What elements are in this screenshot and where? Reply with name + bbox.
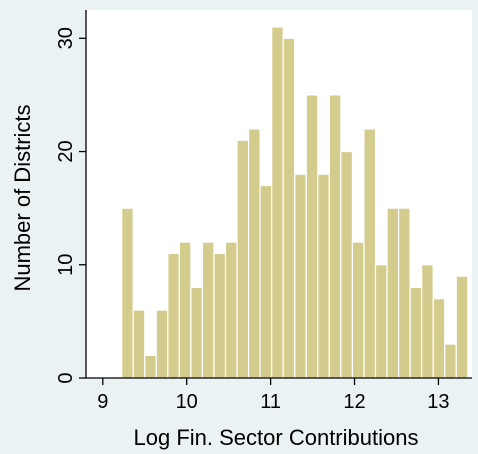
histogram-bar-18 <box>328 94 342 379</box>
x-tick-label-3: 12 <box>343 391 365 413</box>
histogram-bar-5 <box>178 241 192 379</box>
histogram-bar-22 <box>374 264 388 379</box>
histogram-bar-25 <box>409 286 423 379</box>
histogram-bar-4 <box>167 252 180 379</box>
histogram-bar-8 <box>213 252 227 379</box>
histogram-bar-10 <box>236 139 250 379</box>
histogram-bar-0 <box>121 207 134 379</box>
histogram-bar-15 <box>294 173 307 379</box>
y-tick-label-1: 10 <box>55 254 77 276</box>
x-tick-label-2: 11 <box>260 391 281 413</box>
histogram-bar-9 <box>224 241 238 379</box>
histogram-bar-6 <box>190 286 204 379</box>
histogram-bar-20 <box>351 241 365 379</box>
y-tick-label-0: 0 <box>55 372 77 383</box>
histogram-bar-17 <box>317 173 330 379</box>
x-tick-label-0: 9 <box>97 391 108 413</box>
x-ticks-group: 9 10 11 12 13 <box>97 378 450 413</box>
histogram-bar-16 <box>305 94 319 379</box>
histogram-bar-11 <box>247 128 261 379</box>
y-tick-label-2: 20 <box>55 140 77 162</box>
histogram-bar-21 <box>363 128 377 379</box>
y-axis-title: Number of Districts <box>10 104 35 291</box>
x-axis-title: Log Fin. Sector Contributions <box>134 425 419 450</box>
histogram-bar-19 <box>340 150 354 379</box>
histogram-bar-3 <box>155 309 169 379</box>
x-tick-label-4: 13 <box>427 391 449 413</box>
histogram-bar-28 <box>444 343 457 379</box>
histogram-bar-24 <box>397 207 411 379</box>
histogram-bar-23 <box>386 207 400 379</box>
histogram-bar-27 <box>432 298 446 379</box>
x-tick-label-1: 10 <box>176 391 198 413</box>
histogram-bar-26 <box>421 264 434 379</box>
histogram-bar-14 <box>282 37 296 379</box>
histogram-bar-7 <box>201 241 215 379</box>
histogram-bar-29 <box>455 275 469 379</box>
y-ticks-group: 0 10 20 30 <box>55 27 86 384</box>
y-tick-label-3: 30 <box>55 27 77 49</box>
histogram-bar-12 <box>259 184 273 379</box>
histogram-bar-13 <box>271 26 284 379</box>
histogram-bar-2 <box>144 354 157 379</box>
histogram-bar-1 <box>132 309 146 379</box>
